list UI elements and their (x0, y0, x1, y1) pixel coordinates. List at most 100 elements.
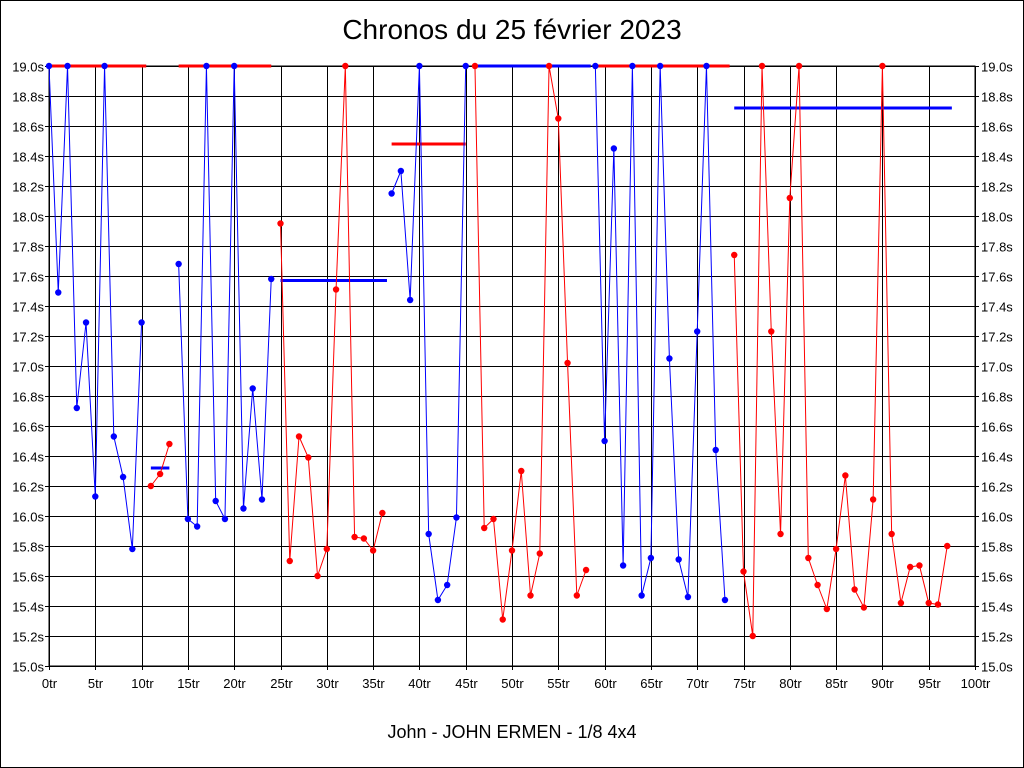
lap-point (768, 328, 775, 335)
lap-point (582, 566, 590, 574)
lap-point (369, 547, 377, 554)
lap-point (277, 220, 284, 227)
y-tick-label-left: 18.6s (12, 120, 44, 135)
y-tick-label-right: 16.2s (981, 480, 1013, 495)
lap-point (934, 601, 942, 608)
x-tick-label: 50tr (501, 676, 524, 691)
lap-point (906, 563, 914, 571)
x-tick-label: 85tr (825, 676, 848, 691)
lap-point (897, 599, 905, 607)
lap-point (536, 550, 543, 557)
lap-point (119, 473, 127, 481)
lap-point (916, 562, 923, 569)
lap-point (795, 62, 803, 70)
lap-point (203, 62, 210, 70)
lap-point (434, 596, 442, 604)
lap-point (184, 515, 192, 523)
y-tick-label-left: 16.8s (12, 390, 44, 405)
lap-point (295, 433, 303, 440)
y-tick-label-right: 16.4s (981, 450, 1013, 465)
lap-point (101, 62, 108, 70)
lap-point (490, 515, 497, 523)
lap-point (758, 62, 766, 70)
lap-point (425, 530, 432, 538)
x-tick-label: 35tr (362, 676, 385, 691)
lap-point (638, 592, 645, 599)
lap-point (45, 62, 53, 70)
x-tick-label: 25tr (270, 676, 293, 691)
lap-point (138, 319, 145, 326)
lap-point (573, 592, 581, 599)
y-tick-label-left: 17.4s (12, 300, 44, 315)
y-tick-label-left: 16.6s (12, 420, 44, 435)
x-tick-label: 55tr (547, 676, 570, 691)
lap-point (925, 599, 932, 607)
x-tick-label: 40tr (408, 676, 431, 691)
lap-point (675, 556, 682, 563)
lap-point (814, 581, 821, 589)
lap-point (397, 167, 405, 175)
y-tick-label-right: 15.2s (981, 630, 1013, 645)
x-tick-label: 80tr (779, 676, 802, 691)
lap-point (406, 296, 414, 304)
x-tick-label: 5tr (88, 676, 104, 691)
lap-point (842, 472, 849, 479)
x-tick-label: 20tr (223, 676, 246, 691)
lap-point (360, 535, 368, 542)
lap-point (888, 530, 895, 538)
x-tick-label: 75tr (733, 676, 756, 691)
y-tick-label-left: 17.0s (12, 360, 44, 375)
lap-point (869, 496, 877, 503)
y-tick-label-left: 15.8s (12, 540, 44, 555)
y-tick-label-right: 18.6s (981, 120, 1013, 135)
y-tick-label-left: 15.0s (12, 660, 44, 675)
lap-point (592, 62, 599, 70)
lap-point (388, 190, 395, 197)
y-tick-label-left: 18.8s (12, 90, 44, 105)
lap-point (694, 328, 701, 335)
y-tick-label-right: 15.0s (981, 660, 1013, 675)
lap-point (564, 359, 571, 367)
lap-point (731, 251, 738, 259)
lap-point (656, 62, 664, 70)
y-tick-label-left: 17.8s (12, 240, 44, 255)
y-tick-label-right: 18.8s (981, 90, 1013, 105)
x-tick-label: 30tr (316, 676, 339, 691)
lap-point (55, 289, 62, 296)
y-tick-label-left: 16.0s (12, 510, 44, 525)
lap-point (462, 62, 469, 70)
y-tick-label-right: 15.8s (981, 540, 1013, 555)
series-line-4 (280, 65, 383, 577)
lap-point (221, 515, 229, 523)
x-tick-label: 45tr (455, 676, 478, 691)
y-tick-label-right: 16.8s (981, 390, 1013, 405)
lap-point (499, 616, 506, 623)
lap-point (879, 62, 886, 70)
x-tick-label: 90tr (871, 676, 894, 691)
lap-point (286, 557, 293, 565)
y-tick-label-right: 17.8s (981, 240, 1013, 255)
lap-point (379, 509, 386, 517)
series-line-6 (474, 65, 587, 620)
y-tick-label-left: 15.6s (12, 570, 44, 585)
y-tick-label-right: 17.2s (981, 330, 1013, 345)
lap-point (323, 545, 330, 553)
y-tick-label-left: 18.2s (12, 180, 44, 195)
lap-point (258, 496, 266, 503)
x-tick-label: 95tr (918, 676, 941, 691)
lap-point (749, 632, 756, 640)
lap-point (740, 568, 747, 575)
y-tick-label-left: 18.4s (12, 150, 44, 165)
lap-point (805, 554, 812, 562)
lap-point (342, 62, 349, 70)
lap-point (508, 547, 516, 554)
lap-point (777, 530, 784, 538)
lap-point (351, 533, 358, 541)
lap-point (527, 592, 534, 599)
lap-point (851, 586, 858, 593)
x-tick-label: 15tr (177, 676, 200, 691)
series-line-8 (733, 65, 948, 637)
lap-point (212, 497, 219, 505)
x-tick-label: 0tr (42, 676, 58, 691)
y-tick-label-right: 17.0s (981, 360, 1013, 375)
